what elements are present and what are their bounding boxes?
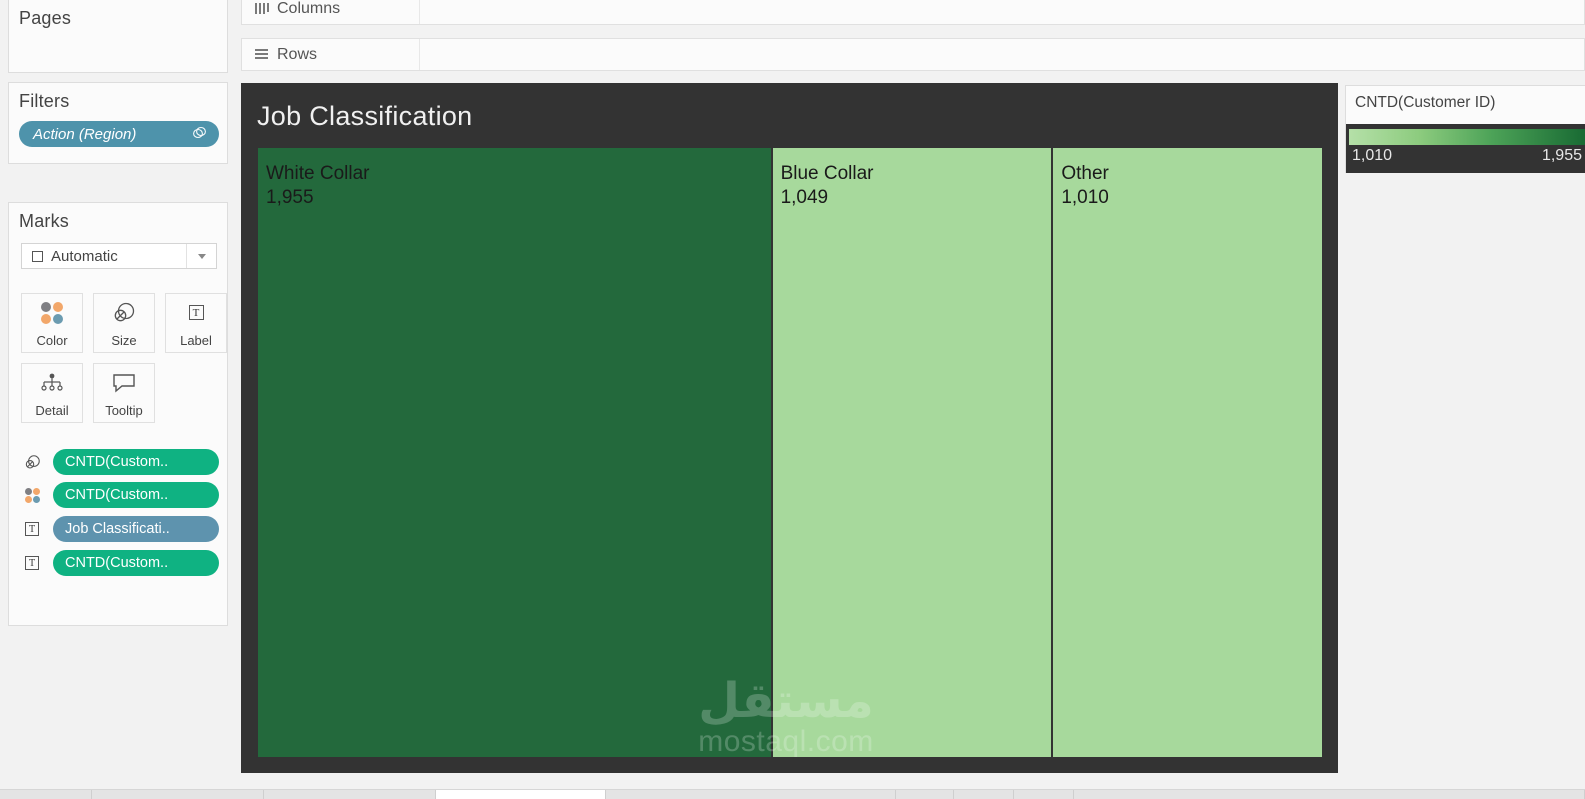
marks-label-button[interactable]: T Label — [165, 293, 227, 353]
legend-value-labels: 1,010 1,955 — [1349, 145, 1585, 165]
worksheet-tab[interactable] — [1014, 790, 1074, 799]
worksheet-tab-active[interactable] — [436, 790, 606, 799]
legend-max-label: 1,955 — [1541, 147, 1582, 164]
rows-icon — [255, 49, 268, 60]
filter-pill-label: Action (Region) — [33, 125, 137, 143]
marks-pill-label-measure-label: CNTD(Custom.. — [65, 554, 169, 571]
rows-shelf-dropzone[interactable] — [420, 39, 1584, 70]
tooltip-bubble-icon — [111, 364, 137, 401]
worksheet-tab-strip[interactable] — [0, 789, 1585, 799]
worksheet-tab[interactable] — [954, 790, 1014, 799]
rows-shelf[interactable]: Rows — [241, 38, 1585, 71]
label-t-icon: T — [21, 522, 43, 536]
treemap-tile-label: Blue Collar — [780, 163, 874, 184]
rows-shelf-label: Rows — [277, 45, 318, 63]
legend-title: CNTD(Customer ID) — [1355, 94, 1496, 111]
marks-pill-row: CNTD(Custom.. — [21, 449, 219, 475]
worksheet-tab[interactable] — [1074, 790, 1585, 799]
mark-type-label: Automatic — [51, 247, 118, 265]
marks-pill-row: T CNTD(Custom.. — [21, 550, 219, 576]
filter-eye-icon[interactable] — [192, 126, 207, 142]
marks-pill-row: CNTD(Custom.. — [21, 482, 219, 508]
size-circles-icon — [111, 294, 137, 331]
marks-pill-label-dimension[interactable]: Job Classificati.. — [53, 516, 219, 542]
worksheet-tab[interactable] — [264, 790, 436, 799]
size-circles-icon — [21, 454, 43, 471]
columns-shelf-label: Columns — [277, 0, 341, 17]
treemap-tile-value: 1,049 — [780, 187, 829, 209]
mark-type-selector[interactable]: Automatic — [21, 243, 217, 269]
worksheet-tab[interactable] — [896, 790, 954, 799]
treemap-tile-value: 1,955 — [266, 187, 314, 209]
marks-label-label: Label — [180, 333, 212, 348]
treemap-chart: White Collar 1,955 Blue Collar 1,049 Other 1,… — [258, 148, 1322, 757]
color-dots-icon — [41, 294, 63, 331]
columns-shelf-label-wrap: Columns — [242, 0, 420, 24]
square-icon — [32, 250, 43, 262]
viz-panel: Job Classification White Collar 1,955 Blue… — [241, 83, 1338, 773]
treemap-tile-value: 1,010 — [1061, 187, 1109, 209]
marks-pill-color[interactable]: CNTD(Custom.. — [53, 482, 219, 508]
left-shelf-panel: Pages Filters Action (Region) Marks — [0, 0, 236, 784]
detail-tree-icon — [39, 364, 65, 401]
marks-title: Marks — [19, 211, 69, 231]
marks-card: Marks Automatic Color — [8, 202, 228, 626]
viz-title: Job Classification — [257, 101, 473, 131]
marks-size-label: Size — [111, 333, 137, 348]
columns-shelf[interactable]: Columns — [241, 0, 1585, 25]
marks-pill-color-label: CNTD(Custom.. — [65, 486, 169, 503]
marks-color-label: Color — [36, 333, 68, 348]
legend-ramp-wrap: 1,010 1,955 — [1346, 124, 1585, 173]
filter-pill-action-region[interactable]: Action (Region) — [19, 121, 219, 147]
marks-pill-label-measure[interactable]: CNTD(Custom.. — [53, 550, 219, 576]
marks-detail-button[interactable]: Detail — [21, 363, 83, 423]
mark-type-label-wrap: Automatic — [22, 248, 186, 265]
marks-pill-size-label: CNTD(Custom.. — [65, 453, 169, 470]
marks-tooltip-button[interactable]: Tooltip — [93, 363, 155, 423]
columns-icon — [255, 3, 269, 14]
filters-card: Filters Action (Region) — [8, 82, 228, 164]
color-dots-icon — [21, 487, 43, 503]
marks-pill-row: T Job Classificati.. — [21, 516, 219, 542]
worksheet-tab[interactable] — [0, 790, 92, 799]
treemap-tile[interactable]: White Collar 1,955 — [258, 148, 771, 757]
filters-title: Filters — [19, 91, 70, 111]
legend-min-label: 1,010 — [1352, 147, 1393, 164]
worksheet-tab[interactable] — [606, 790, 896, 799]
treemap-tile-label: White Collar — [266, 163, 370, 184]
pages-title: Pages — [19, 8, 72, 28]
label-t-icon: T — [188, 294, 204, 331]
legend-gradient-bar[interactable] — [1349, 129, 1585, 145]
color-legend: CNTD(Customer ID) 1,010 1,955 — [1345, 85, 1585, 173]
marks-size-button[interactable]: Size — [93, 293, 155, 353]
worksheet-tab[interactable] — [92, 790, 264, 799]
columns-shelf-dropzone[interactable] — [420, 0, 1584, 24]
marks-detail-label: Detail — [35, 403, 69, 418]
treemap-tile-label: Other — [1061, 163, 1109, 184]
marks-pill-label-dimension-label: Job Classificati.. — [65, 520, 170, 537]
pages-card: Pages — [8, 0, 228, 73]
marks-pill-size[interactable]: CNTD(Custom.. — [53, 449, 219, 475]
treemap-tile[interactable]: Blue Collar 1,049 — [772, 148, 1052, 757]
chevron-down-icon — [197, 253, 206, 259]
label-t-icon: T — [21, 556, 43, 570]
rows-shelf-label-wrap: Rows — [242, 39, 420, 70]
mark-type-dropdown-arrow[interactable] — [186, 244, 216, 268]
marks-color-button[interactable]: Color — [21, 293, 83, 353]
treemap-tile[interactable]: Other 1,010 — [1053, 148, 1322, 757]
marks-tooltip-label: Tooltip — [105, 403, 143, 418]
